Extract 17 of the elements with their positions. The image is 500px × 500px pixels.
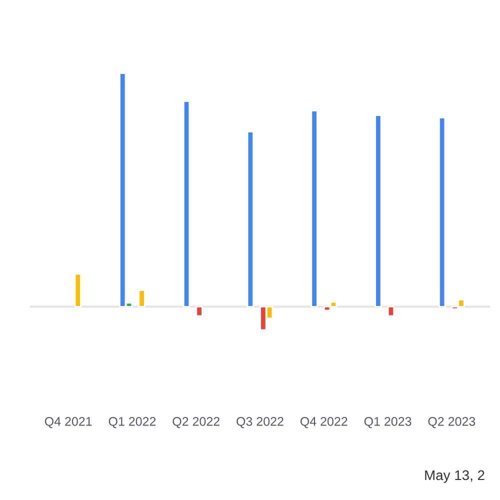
bar [138,290,146,308]
bar [196,306,203,317]
bar [438,116,446,308]
x-tick-label: Q4 2021 [44,416,92,428]
x-tick-label: Q1 2022 [108,416,156,428]
bar [246,130,254,308]
bar [374,114,382,308]
text: May 13, 2 [425,470,484,483]
x-tick-label: Q3 2022 [236,416,284,428]
bar [387,306,395,317]
x-tick-label: Q1 2023 [364,416,412,428]
bar [182,100,190,308]
x-tick-label: Q2 2022 [172,416,220,428]
bar [74,273,82,308]
x-tick-label: Q2 2023 [428,416,476,428]
x-tick-label: Q4 2022 [300,416,348,428]
bar [310,110,318,308]
